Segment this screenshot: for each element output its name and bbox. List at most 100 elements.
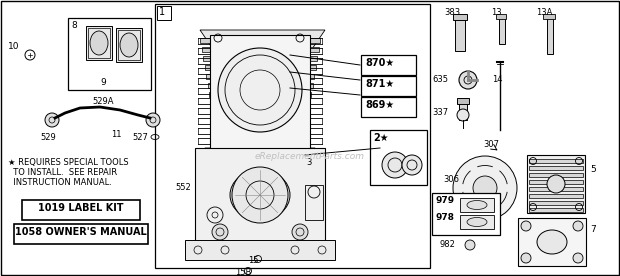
Text: 1: 1 xyxy=(159,7,165,17)
Polygon shape xyxy=(205,148,315,165)
Ellipse shape xyxy=(120,33,138,57)
Text: 383: 383 xyxy=(444,8,460,17)
Text: 870★: 870★ xyxy=(365,58,394,68)
Text: 337: 337 xyxy=(432,108,448,117)
Circle shape xyxy=(459,71,477,89)
Bar xyxy=(529,166,583,170)
Bar xyxy=(529,187,583,191)
Bar xyxy=(212,110,308,115)
Circle shape xyxy=(465,240,475,250)
Bar xyxy=(518,218,586,266)
Bar xyxy=(529,159,583,163)
Bar xyxy=(499,16,505,44)
Bar xyxy=(68,18,151,90)
Circle shape xyxy=(218,48,302,132)
Circle shape xyxy=(521,221,531,231)
Bar xyxy=(529,201,583,205)
Ellipse shape xyxy=(467,200,487,209)
Ellipse shape xyxy=(537,230,567,254)
Bar xyxy=(88,28,110,58)
Circle shape xyxy=(212,224,228,240)
Circle shape xyxy=(521,253,531,263)
Bar xyxy=(116,28,142,62)
Text: 306: 306 xyxy=(443,175,459,184)
Circle shape xyxy=(473,176,497,200)
Ellipse shape xyxy=(547,175,565,193)
Circle shape xyxy=(292,224,308,240)
Bar xyxy=(305,185,323,220)
Bar xyxy=(543,14,555,19)
Text: 9: 9 xyxy=(100,78,106,87)
Text: TO INSTALL.  SEE REPAIR: TO INSTALL. SEE REPAIR xyxy=(8,168,117,177)
Bar xyxy=(209,92,311,97)
Text: 869★: 869★ xyxy=(365,100,394,110)
Text: 529: 529 xyxy=(40,133,56,142)
Bar xyxy=(547,16,553,54)
Text: 10: 10 xyxy=(8,42,19,51)
Text: 13A: 13A xyxy=(536,8,552,17)
Bar xyxy=(361,55,416,75)
Bar xyxy=(14,224,148,244)
Bar xyxy=(460,198,494,212)
Text: 982: 982 xyxy=(440,240,456,249)
Text: 307: 307 xyxy=(483,140,499,149)
Bar xyxy=(361,97,416,117)
Bar xyxy=(496,14,506,19)
Circle shape xyxy=(146,113,160,127)
Text: 978: 978 xyxy=(435,213,454,222)
Bar xyxy=(22,200,140,220)
Text: eReplacementParts.com: eReplacementParts.com xyxy=(255,152,365,161)
Bar xyxy=(370,130,427,185)
Bar xyxy=(453,14,467,20)
Text: 15: 15 xyxy=(248,256,259,265)
Bar xyxy=(529,173,583,177)
Circle shape xyxy=(453,156,517,220)
Text: ★ REQUIRES SPECIAL TOOLS: ★ REQUIRES SPECIAL TOOLS xyxy=(8,158,128,167)
Bar xyxy=(205,65,316,70)
Bar xyxy=(361,76,416,96)
Circle shape xyxy=(573,253,583,263)
Bar xyxy=(216,137,304,142)
Bar xyxy=(155,4,430,268)
Text: 552: 552 xyxy=(175,183,191,192)
Circle shape xyxy=(402,155,422,175)
Text: 979: 979 xyxy=(435,196,454,205)
Text: 1019 LABEL KIT: 1019 LABEL KIT xyxy=(38,203,124,213)
Text: 7: 7 xyxy=(590,225,596,234)
Circle shape xyxy=(457,109,469,121)
Bar xyxy=(457,98,469,104)
Bar xyxy=(206,74,314,79)
Bar xyxy=(455,16,465,51)
Text: INSTRUCTION MANUAL.: INSTRUCTION MANUAL. xyxy=(8,178,112,187)
Text: 635: 635 xyxy=(432,75,448,84)
Text: 3: 3 xyxy=(306,158,311,167)
Bar xyxy=(459,100,467,120)
Text: 8: 8 xyxy=(71,21,77,30)
Bar xyxy=(185,240,335,260)
Text: 527: 527 xyxy=(132,133,148,142)
Text: 5: 5 xyxy=(590,165,596,174)
Bar xyxy=(460,215,494,229)
Text: 1058 OWNER'S MANUAL: 1058 OWNER'S MANUAL xyxy=(15,227,147,237)
Ellipse shape xyxy=(90,31,108,55)
Ellipse shape xyxy=(467,217,487,227)
Bar xyxy=(529,208,583,212)
Bar xyxy=(529,180,583,184)
Bar xyxy=(157,6,171,20)
Bar xyxy=(527,155,585,213)
Text: 2★: 2★ xyxy=(373,133,389,143)
Bar xyxy=(203,56,317,61)
Text: 13: 13 xyxy=(490,8,502,17)
Bar xyxy=(195,148,325,248)
Bar xyxy=(210,35,310,165)
Bar xyxy=(202,47,319,52)
Text: 529A: 529A xyxy=(92,97,113,106)
Text: 14: 14 xyxy=(492,75,502,84)
Circle shape xyxy=(232,167,288,223)
Text: 15B: 15B xyxy=(235,268,251,276)
Bar xyxy=(432,193,500,235)
Bar xyxy=(529,194,583,198)
Polygon shape xyxy=(200,30,325,52)
Circle shape xyxy=(573,221,583,231)
Circle shape xyxy=(382,152,408,178)
